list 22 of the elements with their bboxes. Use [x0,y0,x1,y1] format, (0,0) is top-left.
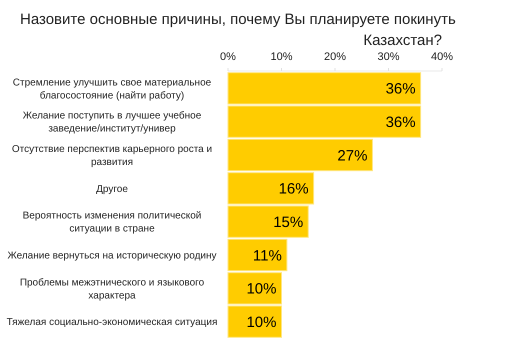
y-tick-label: Желание поступить в лучшее учебное заведение/институт/универ [22,110,202,135]
data-label: 11% [252,247,282,264]
data-label: 36% [386,80,416,98]
data-label: 15% [273,214,304,231]
y-tick-label: Проблемы межэтнического и языкового характера [20,277,205,302]
y-tick-label: Желание вернуться на историческую родину [7,250,217,262]
y-tick-label: Другое [96,184,128,195]
data-label: 10% [246,280,276,298]
x-tick-label: 40% [430,51,454,63]
x-tick-label: 0% [220,51,236,63]
x-tick-label: 20% [324,51,346,63]
chart-title: Назовите основные причины, почему Вы планируете покинуть Казахстан? [20,11,456,49]
data-label: 10% [246,314,276,331]
data-label: 16% [278,180,309,198]
y-tick-label: Отсутствие перспектив карьерного роста и развития [12,144,212,168]
data-label: 36% [386,114,416,131]
x-tick-label: 10% [270,51,293,63]
y-tick-label: Тяжелая социально-экономическая ситуация [6,317,218,328]
x-tick-label: 30% [377,51,400,63]
y-tick-label: Вероятность изменения политической ситуации в стране [22,210,202,235]
data-label: 27% [337,147,368,164]
y-tick-label: Стремление улучшить свое материальное благосостояние (найти работу) [12,77,212,102]
